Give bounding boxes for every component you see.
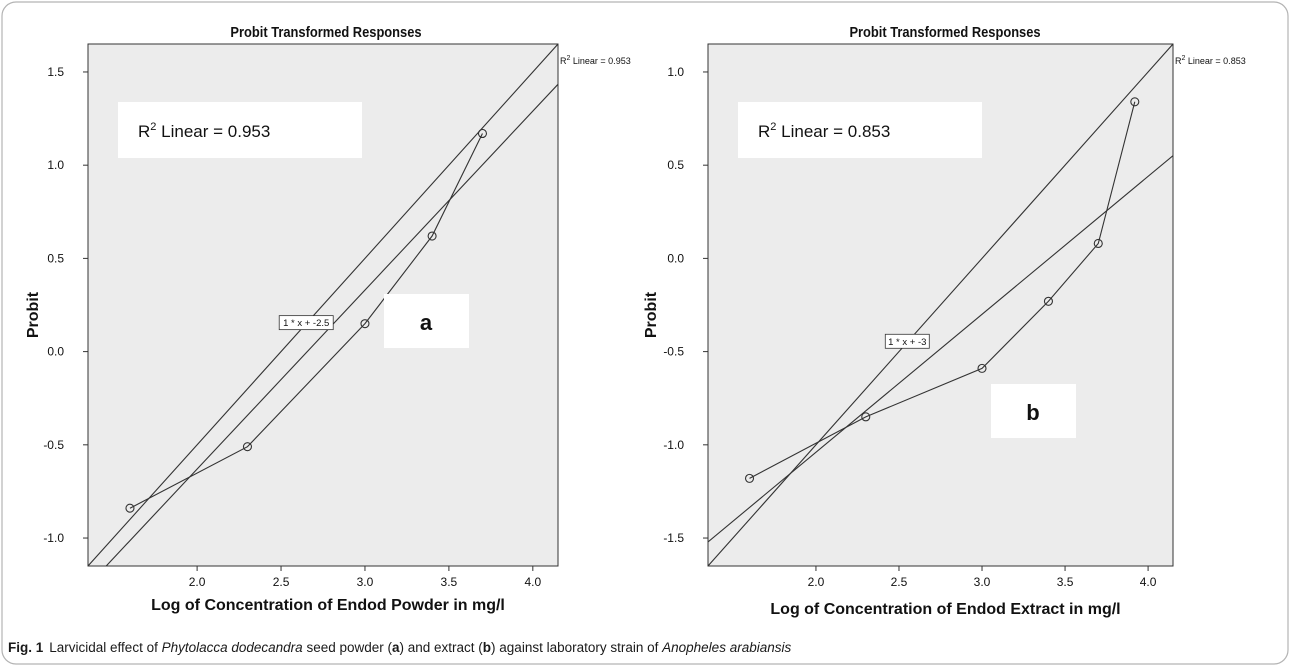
r2-box-text: R2 Linear = 0.853 bbox=[758, 121, 890, 141]
data-point bbox=[1130, 97, 1140, 107]
data-point bbox=[1043, 296, 1053, 306]
y-tick-label: 0.0 bbox=[47, 345, 64, 359]
x-tick-label: 2.0 bbox=[189, 575, 206, 589]
observed-connect-line bbox=[129, 133, 483, 509]
equation-label: 1 * x + -2.5 bbox=[283, 318, 329, 329]
x-tick-label: 2.5 bbox=[891, 575, 908, 589]
data-point bbox=[360, 319, 370, 329]
y-tick-label: -1.5 bbox=[663, 531, 684, 545]
data-point bbox=[744, 473, 755, 483]
y-tick-label: 0.5 bbox=[47, 251, 64, 265]
y-tick-label: -1.0 bbox=[663, 438, 684, 452]
observed-connect-line bbox=[749, 101, 1136, 479]
caption-text-4: ) against laboratory strain of bbox=[491, 640, 663, 655]
figure-caption: Fig. 1 Larvicidal effect of Phytolacca do… bbox=[8, 640, 1278, 655]
chart-panel-a: Probit Transformed Responses 2.0 2.5 3.0 3.5… bbox=[25, 23, 631, 614]
y-axis-label: Probit bbox=[643, 291, 660, 338]
r2-box bbox=[118, 102, 362, 158]
equation-label-box bbox=[278, 315, 334, 331]
y-tick-label: 1.0 bbox=[667, 65, 684, 79]
y-tick-label: -1.0 bbox=[43, 531, 64, 545]
y-tick-label: -0.5 bbox=[663, 345, 684, 359]
r2-line-label: R2 Linear = 0.953 bbox=[560, 55, 631, 66]
plot-lines bbox=[708, 44, 1173, 566]
chart-title: Probit Transformed Responses bbox=[230, 23, 421, 40]
data-point bbox=[125, 503, 135, 513]
caption-label-a: a bbox=[392, 640, 400, 655]
panel-letter-box bbox=[384, 294, 469, 348]
r2-box bbox=[738, 102, 982, 158]
y-tick-label: 0.5 bbox=[667, 158, 684, 172]
data-point bbox=[242, 442, 253, 452]
fit-line bbox=[708, 155, 1173, 543]
r2-box-text: R2 Linear = 0.953 bbox=[138, 121, 270, 141]
data-point bbox=[477, 128, 488, 139]
x-tick-label: 3.0 bbox=[974, 575, 991, 589]
x-tick-label: 4.0 bbox=[1140, 575, 1157, 589]
caption-text-2: seed powder ( bbox=[302, 640, 392, 655]
chart-panel-b: Probit Transformed Responses 2.0 2.5 3.0 3.5… bbox=[643, 23, 1246, 618]
x-tick-label: 3.5 bbox=[1057, 575, 1074, 589]
data-point bbox=[977, 363, 987, 373]
caption-species-2: Anopheles arabiansis bbox=[662, 640, 792, 655]
data-point bbox=[861, 412, 871, 422]
panel-letter: a bbox=[420, 310, 433, 335]
panel-letter: b bbox=[1026, 400, 1039, 425]
y-tick-label: 1.0 bbox=[47, 158, 64, 172]
equation-label-box bbox=[884, 333, 930, 349]
data-point bbox=[1093, 238, 1103, 249]
y-axis-label: Probit bbox=[25, 291, 42, 338]
chart-title: Probit Transformed Responses bbox=[849, 23, 1040, 40]
data-point bbox=[427, 231, 437, 241]
reference-line bbox=[708, 44, 1173, 566]
caption-text-3: ) and extract ( bbox=[399, 640, 483, 655]
caption-fig-label: Fig. 1 bbox=[8, 640, 44, 655]
y-tick-label: -0.5 bbox=[43, 438, 64, 452]
x-tick-label: 2.0 bbox=[808, 575, 825, 589]
y-tick-label: 1.5 bbox=[47, 65, 64, 79]
fit-line bbox=[105, 83, 558, 566]
r2-line-label: R2 Linear = 0.853 bbox=[1175, 55, 1246, 66]
equation-label: 1 * x + -3 bbox=[888, 337, 926, 348]
x-axis-label: Log of Concentration of Endod Extract in… bbox=[770, 601, 1120, 618]
caption-species-1: Phytolacca dodecandra bbox=[161, 640, 303, 655]
y-tick-label: 0.0 bbox=[667, 251, 684, 265]
x-axis-label: Log of Concentration of Endod Powder in … bbox=[151, 597, 505, 614]
x-tick-label: 3.5 bbox=[441, 575, 458, 589]
x-tick-label: 4.0 bbox=[524, 575, 541, 589]
panel-letter-box bbox=[991, 384, 1076, 438]
caption-text-1: Larvicidal effect of bbox=[49, 640, 162, 655]
x-tick-label: 3.0 bbox=[357, 575, 374, 589]
x-tick-label: 2.5 bbox=[273, 575, 290, 589]
caption-label-b: b bbox=[482, 640, 492, 655]
